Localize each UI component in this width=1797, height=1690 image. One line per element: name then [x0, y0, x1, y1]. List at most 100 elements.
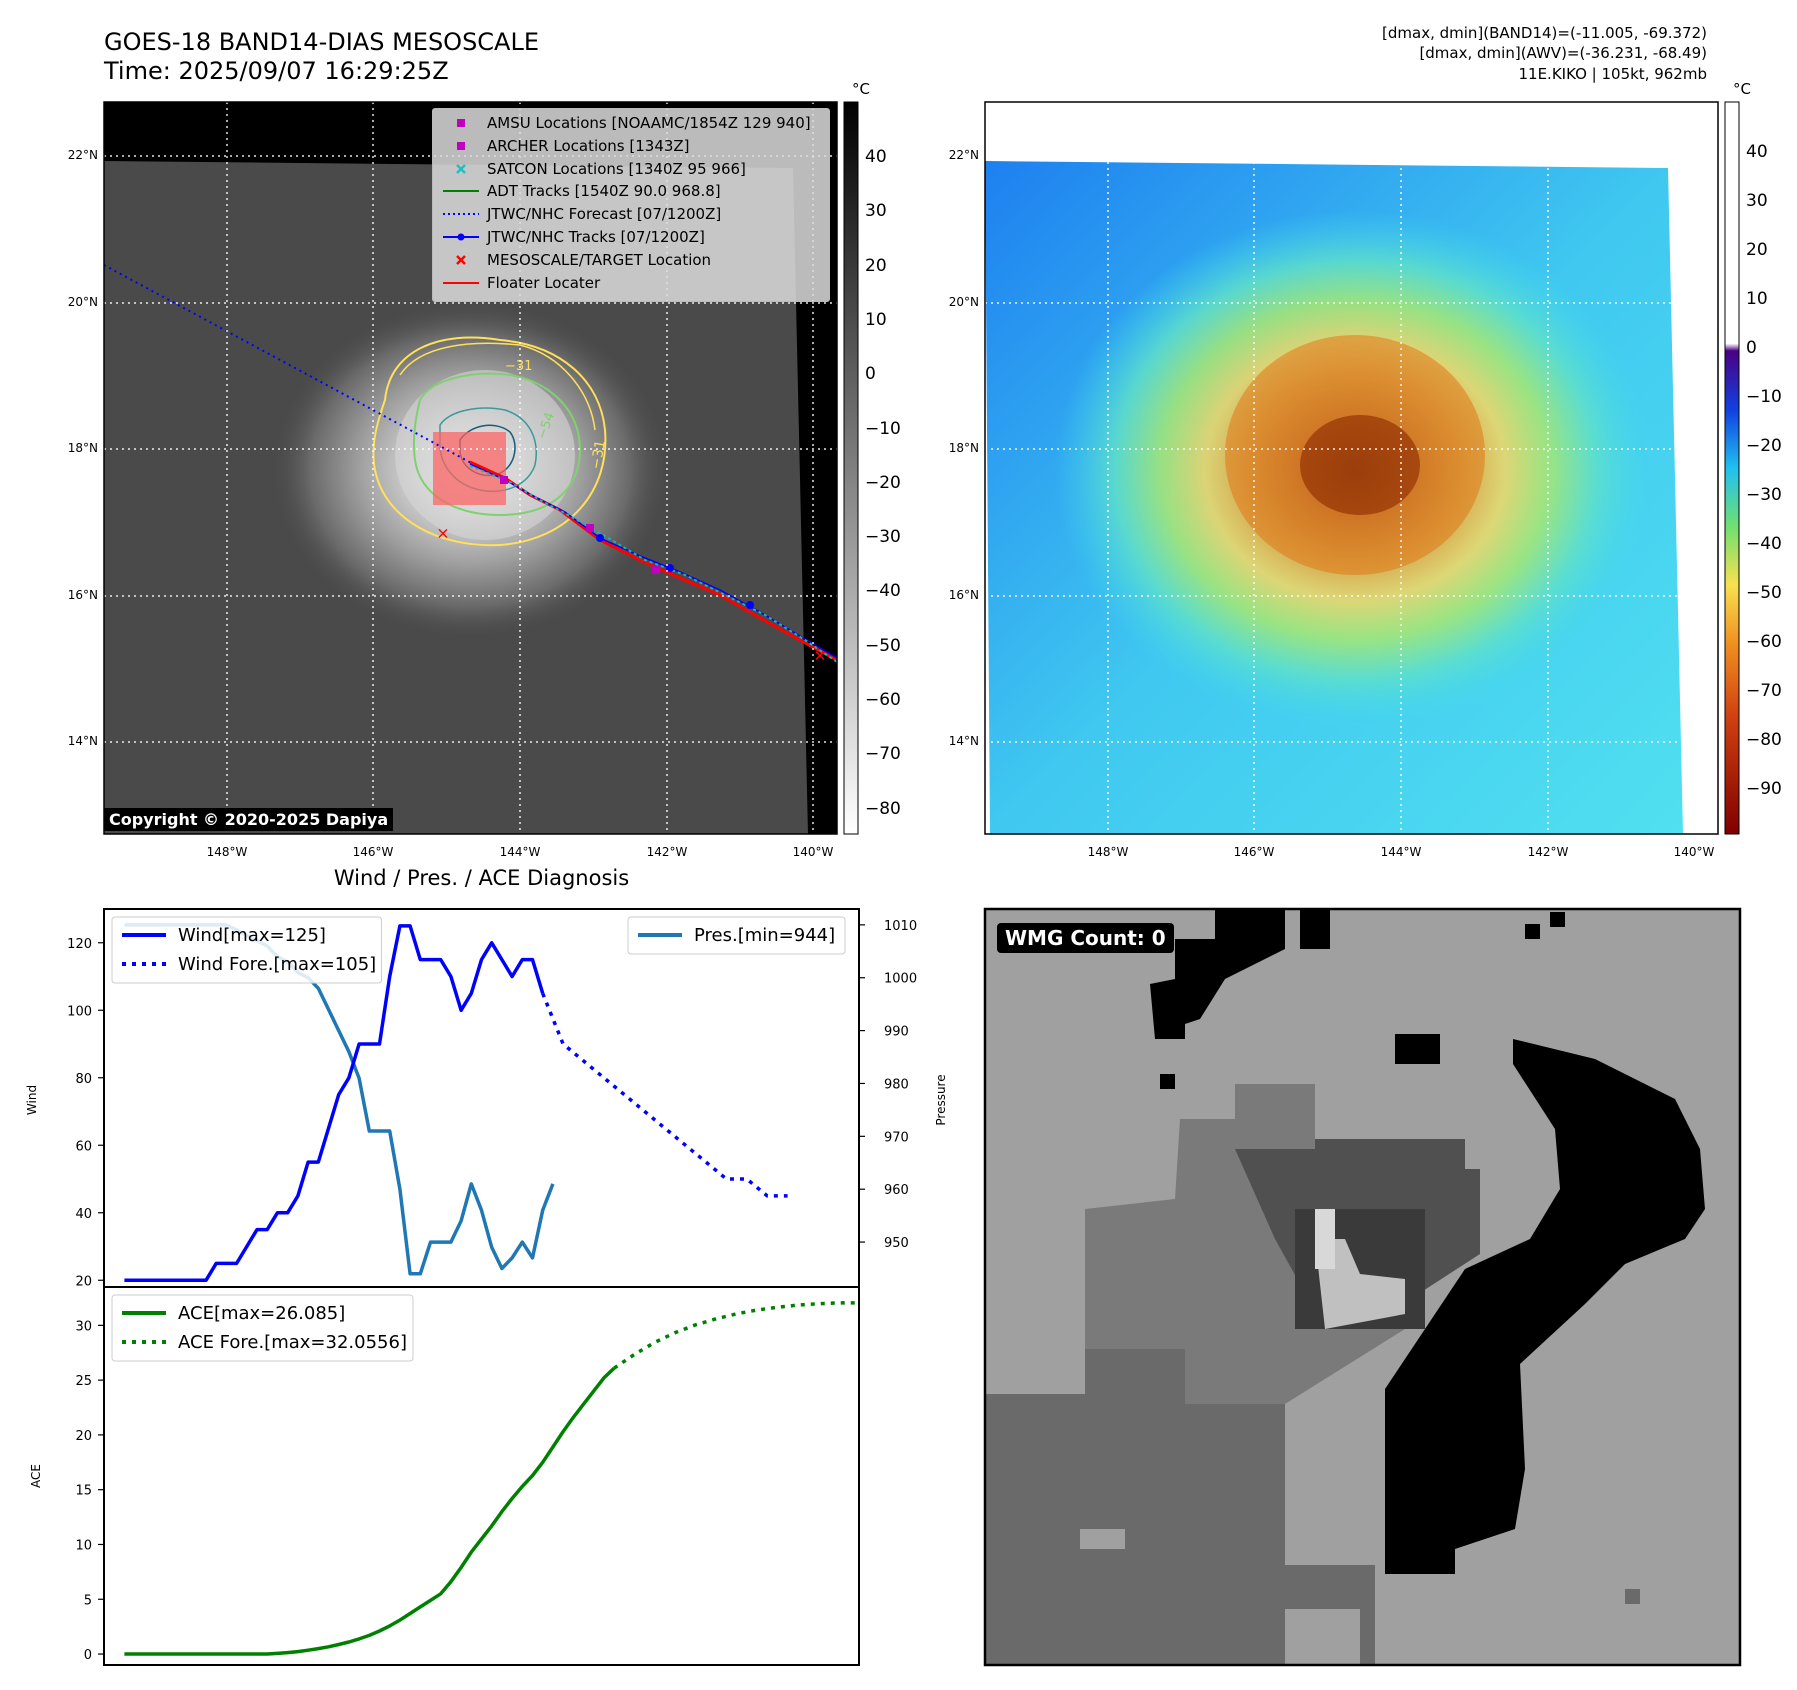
ir-colorbar-tick: −10	[865, 418, 901, 439]
wind-y-tick: 40	[75, 1207, 92, 1222]
lat-tick-label: 22°N	[948, 148, 979, 162]
wind-axis-label: Wind	[25, 1085, 39, 1115]
legend-label: ADT Tracks [1540Z 90.0 968.8]	[487, 182, 721, 201]
legend-marker	[456, 254, 466, 265]
legend-entry: ADT Tracks [1540Z 90.0 968.8]	[441, 181, 721, 201]
svg-text:−31: −31	[588, 439, 609, 471]
wv-colorbar-tick: 30	[1746, 191, 1768, 211]
legend-marker	[443, 213, 479, 216]
lon-tick-label: 148°W	[1087, 845, 1129, 859]
lon-tick-label: 148°W	[206, 845, 248, 859]
ace-y-tick: 15	[75, 1484, 92, 1499]
lat-tick-label: 16°N	[948, 588, 979, 602]
lat-tick-label: 20°N	[67, 295, 98, 309]
ir-colorbar-tick: 30	[865, 201, 887, 222]
wv-colorbar-tick: 40	[1746, 142, 1768, 162]
ace-y-tick: 20	[75, 1429, 92, 1444]
pressure-y-tick: 960	[884, 1183, 909, 1198]
figure-title-line2: Time: 2025/09/07 16:29:25Z	[104, 57, 449, 85]
wv-colorbar-tick: −30	[1746, 485, 1782, 505]
lat-tick-label: 14°N	[67, 734, 98, 748]
legend-marker	[443, 281, 479, 284]
wind-y-tick: 80	[75, 1072, 92, 1087]
legend-label: SATCON Locations [1340Z 95 966]	[487, 159, 746, 178]
chart-legend	[111, 916, 382, 984]
lon-tick-label: 146°W	[352, 845, 394, 859]
lon-tick-label: 144°W	[1380, 845, 1422, 859]
ir-colorbar-tick: −60	[865, 690, 901, 710]
wv-colorbar-tick: −40	[1746, 534, 1782, 554]
svg-text:×: ×	[436, 524, 449, 543]
ir-colorbar	[843, 101, 859, 835]
wv-colorbar-unit: °C	[1733, 80, 1751, 98]
legend-label: Floater Locater	[487, 273, 601, 292]
header-right-line2: [dmax, dmin](AWV)=(-36.231, -68.49)	[1419, 44, 1707, 62]
ace-y-tick: 0	[84, 1648, 92, 1663]
svg-text:−31: −31	[505, 359, 532, 374]
pressure-y-tick: 990	[884, 1025, 909, 1040]
ir-colorbar-tick: −30	[865, 527, 901, 548]
ir-colorbar-unit: °C	[852, 80, 870, 98]
ir-colorbar-tick: −20	[865, 472, 901, 493]
wv-colorbar-tick: −50	[1746, 583, 1782, 603]
legend-label: Wind[max=125]	[178, 925, 326, 946]
lon-tick-label: 142°W	[646, 845, 688, 859]
legend-entry: JTWC/NHC Forecast [07/1200Z]	[441, 204, 721, 224]
lon-tick-label: 140°W	[1673, 845, 1715, 859]
ace-y-tick: 5	[84, 1593, 92, 1608]
legend-entry: JTWC/NHC Tracks [07/1200Z]	[441, 227, 705, 247]
legend-entry: AMSU Locations [NOAAMC/1854Z 129 940]	[441, 113, 811, 133]
header-right-line1: [dmax, dmin](BAND14)=(-11.005, -69.372)	[1382, 24, 1707, 42]
legend-label: ACE Fore.[max=32.0556]	[178, 1332, 407, 1353]
chart-legend	[111, 1294, 414, 1362]
pressure-y-tick: 970	[884, 1130, 909, 1145]
pressure-y-tick: 950	[884, 1236, 909, 1251]
legend-label: ARCHER Locations [1343Z]	[487, 136, 690, 155]
wind-y-tick: 100	[67, 1004, 92, 1019]
pressure-y-tick: 1000	[884, 972, 917, 987]
wv-colorbar	[1724, 101, 1740, 835]
copyright-badge: Copyright © 2020-2025 Dapiya	[104, 808, 394, 831]
lat-tick-label: 22°N	[67, 148, 98, 162]
wind-y-tick: 60	[75, 1139, 92, 1154]
legend-label: JTWC/NHC Forecast [07/1200Z]	[487, 205, 722, 224]
ir-colorbar-tick: −40	[865, 581, 901, 602]
lat-tick-label: 16°N	[67, 588, 98, 602]
legend-marker	[457, 141, 465, 150]
legend-marker	[456, 163, 466, 174]
legend-entry: ARCHER Locations [1343Z]	[441, 136, 690, 156]
ace-axis-label: ACE	[29, 1464, 43, 1488]
ace-y-tick: 25	[75, 1374, 92, 1389]
lat-tick-label: 18°N	[67, 441, 98, 455]
ir-colorbar-tick: 40	[865, 147, 887, 167]
pressure-y-tick: 1010	[884, 919, 917, 934]
wv-colorbar-tick: 0	[1746, 338, 1757, 358]
legend-entry: SATCON Locations [1340Z 95 966]	[441, 159, 746, 179]
svg-text:×: ×	[813, 646, 826, 665]
diagnosis-title: Wind / Pres. / ACE Diagnosis	[333, 866, 630, 890]
ace-y-tick: 10	[75, 1538, 92, 1553]
wv-colorbar-tick: −80	[1746, 730, 1782, 750]
legend-entry: Floater Locater	[441, 273, 600, 293]
legend-marker	[457, 119, 465, 127]
ir-colorbar-tick: 0	[865, 364, 876, 385]
figure-title-line1: GOES-18 BAND14-DIAS MESOSCALE	[104, 28, 540, 56]
wind-forecast-line	[541, 992, 788, 1198]
legend-entry: MESOSCALE/TARGET Location	[441, 250, 711, 270]
lon-tick-label: 140°W	[792, 845, 834, 859]
ace-line	[124, 1366, 616, 1656]
wind-y-tick: 20	[75, 1274, 92, 1289]
wv-panel	[984, 101, 1740, 835]
wv-colorbar-tick: −90	[1746, 779, 1782, 799]
wmg-count-badge: WMG Count: 0	[997, 923, 1174, 953]
ir-colorbar-tick: −50	[865, 635, 901, 656]
ir-colorbar-tick: −80	[865, 798, 901, 819]
legend-label: ACE[max=26.085]	[178, 1303, 345, 1324]
legend-label: Wind Fore.[max=105]	[178, 954, 376, 975]
wv-colorbar-tick: 10	[1746, 289, 1768, 309]
pressure-y-tick: 980	[884, 1077, 909, 1092]
wind-line	[124, 924, 545, 1283]
pressure-axis-label: Pressure	[934, 1074, 948, 1125]
ir-legend: AMSU Locations [NOAAMC/1854Z 129 940] ARC…	[432, 108, 830, 302]
